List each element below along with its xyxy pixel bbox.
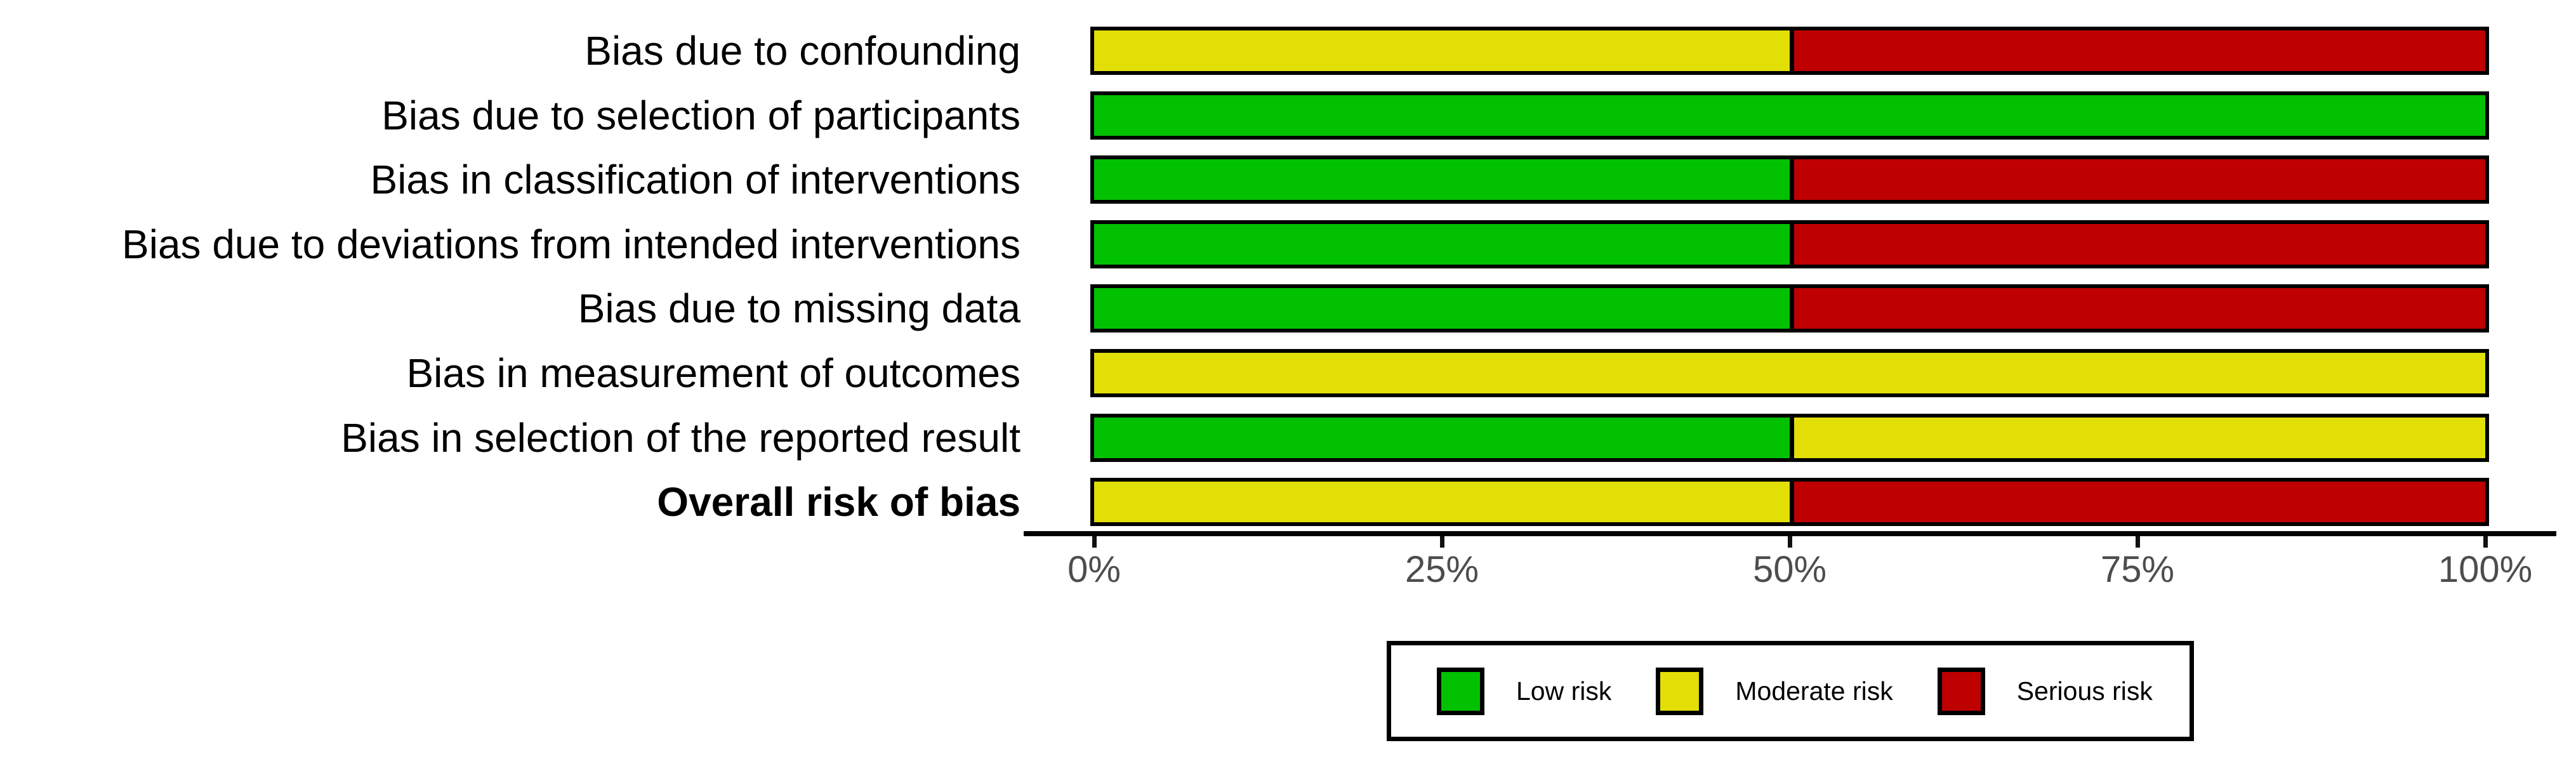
bar-segment-serious-risk bbox=[1790, 482, 2485, 523]
stacked-bar-segments bbox=[1094, 417, 2485, 458]
bar-segment-moderate-risk bbox=[1094, 353, 2485, 393]
category-label: Bias in measurement of outcomes bbox=[406, 350, 1020, 396]
bar-segment-low-risk bbox=[1094, 288, 1790, 329]
category-label: Overall risk of bias bbox=[657, 479, 1020, 525]
stacked-bar bbox=[1090, 478, 2489, 527]
bar-segment-serious-risk bbox=[1790, 223, 2485, 265]
legend-label: Moderate risk bbox=[1735, 676, 1893, 706]
x-axis-tick-label: 50% bbox=[1752, 549, 1827, 590]
category-label: Bias due to deviations from intended int… bbox=[122, 221, 1020, 267]
bar-segment-serious-risk bbox=[1790, 30, 2485, 71]
stacked-bar bbox=[1090, 27, 2489, 75]
bar-segment-low-risk bbox=[1094, 95, 2485, 136]
x-axis-tick bbox=[2135, 536, 2140, 548]
legend-item: Low risk bbox=[1437, 667, 1612, 715]
category-label: Bias due to missing data bbox=[578, 286, 1020, 332]
stacked-bar-segments bbox=[1094, 482, 2485, 523]
stacked-bar-segments bbox=[1094, 353, 2485, 393]
stacked-bar-segments bbox=[1094, 288, 2485, 329]
stacked-bar-segments bbox=[1094, 95, 2485, 136]
bar-segment-moderate-risk bbox=[1094, 30, 1790, 71]
x-axis-tick-label: 75% bbox=[2100, 549, 2175, 590]
bar-segment-serious-risk bbox=[1790, 159, 2485, 201]
stacked-bar bbox=[1090, 413, 2489, 462]
x-axis-tick bbox=[1787, 536, 1792, 548]
legend-swatch-low-risk bbox=[1437, 667, 1484, 715]
x-axis-tick-label: 100% bbox=[2438, 549, 2533, 590]
bar-segment-low-risk bbox=[1094, 417, 1790, 458]
stacked-bar-segments bbox=[1094, 159, 2485, 201]
stacked-bar-segments bbox=[1094, 30, 2485, 71]
stacked-bar bbox=[1090, 349, 2489, 397]
x-axis-line bbox=[1024, 531, 2556, 536]
category-label: Bias due to confounding bbox=[585, 28, 1020, 74]
bar-segment-moderate-risk bbox=[1790, 417, 2485, 458]
legend-label: Low risk bbox=[1516, 676, 1612, 706]
legend-label: Serious risk bbox=[2016, 676, 2153, 706]
category-label: Bias due to selection of participants bbox=[381, 92, 1020, 138]
bar-segment-serious-risk bbox=[1790, 288, 2485, 329]
legend-item: Serious risk bbox=[1937, 667, 2153, 715]
stacked-bar bbox=[1090, 91, 2489, 140]
bar-segment-low-risk bbox=[1094, 223, 1790, 265]
stacked-bar bbox=[1090, 284, 2489, 333]
legend-swatch-moderate-risk bbox=[1656, 667, 1704, 715]
x-axis-tick bbox=[1439, 536, 1444, 548]
x-axis-tick-label: 0% bbox=[1067, 549, 1121, 590]
legend-box: Low risk Moderate risk Serious risk bbox=[1387, 641, 2194, 741]
category-label: Bias in selection of the reported result bbox=[341, 414, 1020, 461]
x-axis-tick-label: 25% bbox=[1404, 549, 1479, 590]
stacked-bar-segments bbox=[1094, 223, 2485, 265]
legend-item: Moderate risk bbox=[1656, 667, 1893, 715]
category-label: Bias in classification of interventions bbox=[370, 157, 1021, 203]
stacked-bar bbox=[1090, 220, 2489, 268]
legend-swatch-serious-risk bbox=[1937, 667, 1985, 715]
stacked-bar bbox=[1090, 155, 2489, 204]
x-axis-tick bbox=[2483, 536, 2488, 548]
bar-segment-low-risk bbox=[1094, 159, 1790, 201]
bar-segment-moderate-risk bbox=[1094, 482, 1790, 523]
x-axis-tick bbox=[1092, 536, 1097, 548]
